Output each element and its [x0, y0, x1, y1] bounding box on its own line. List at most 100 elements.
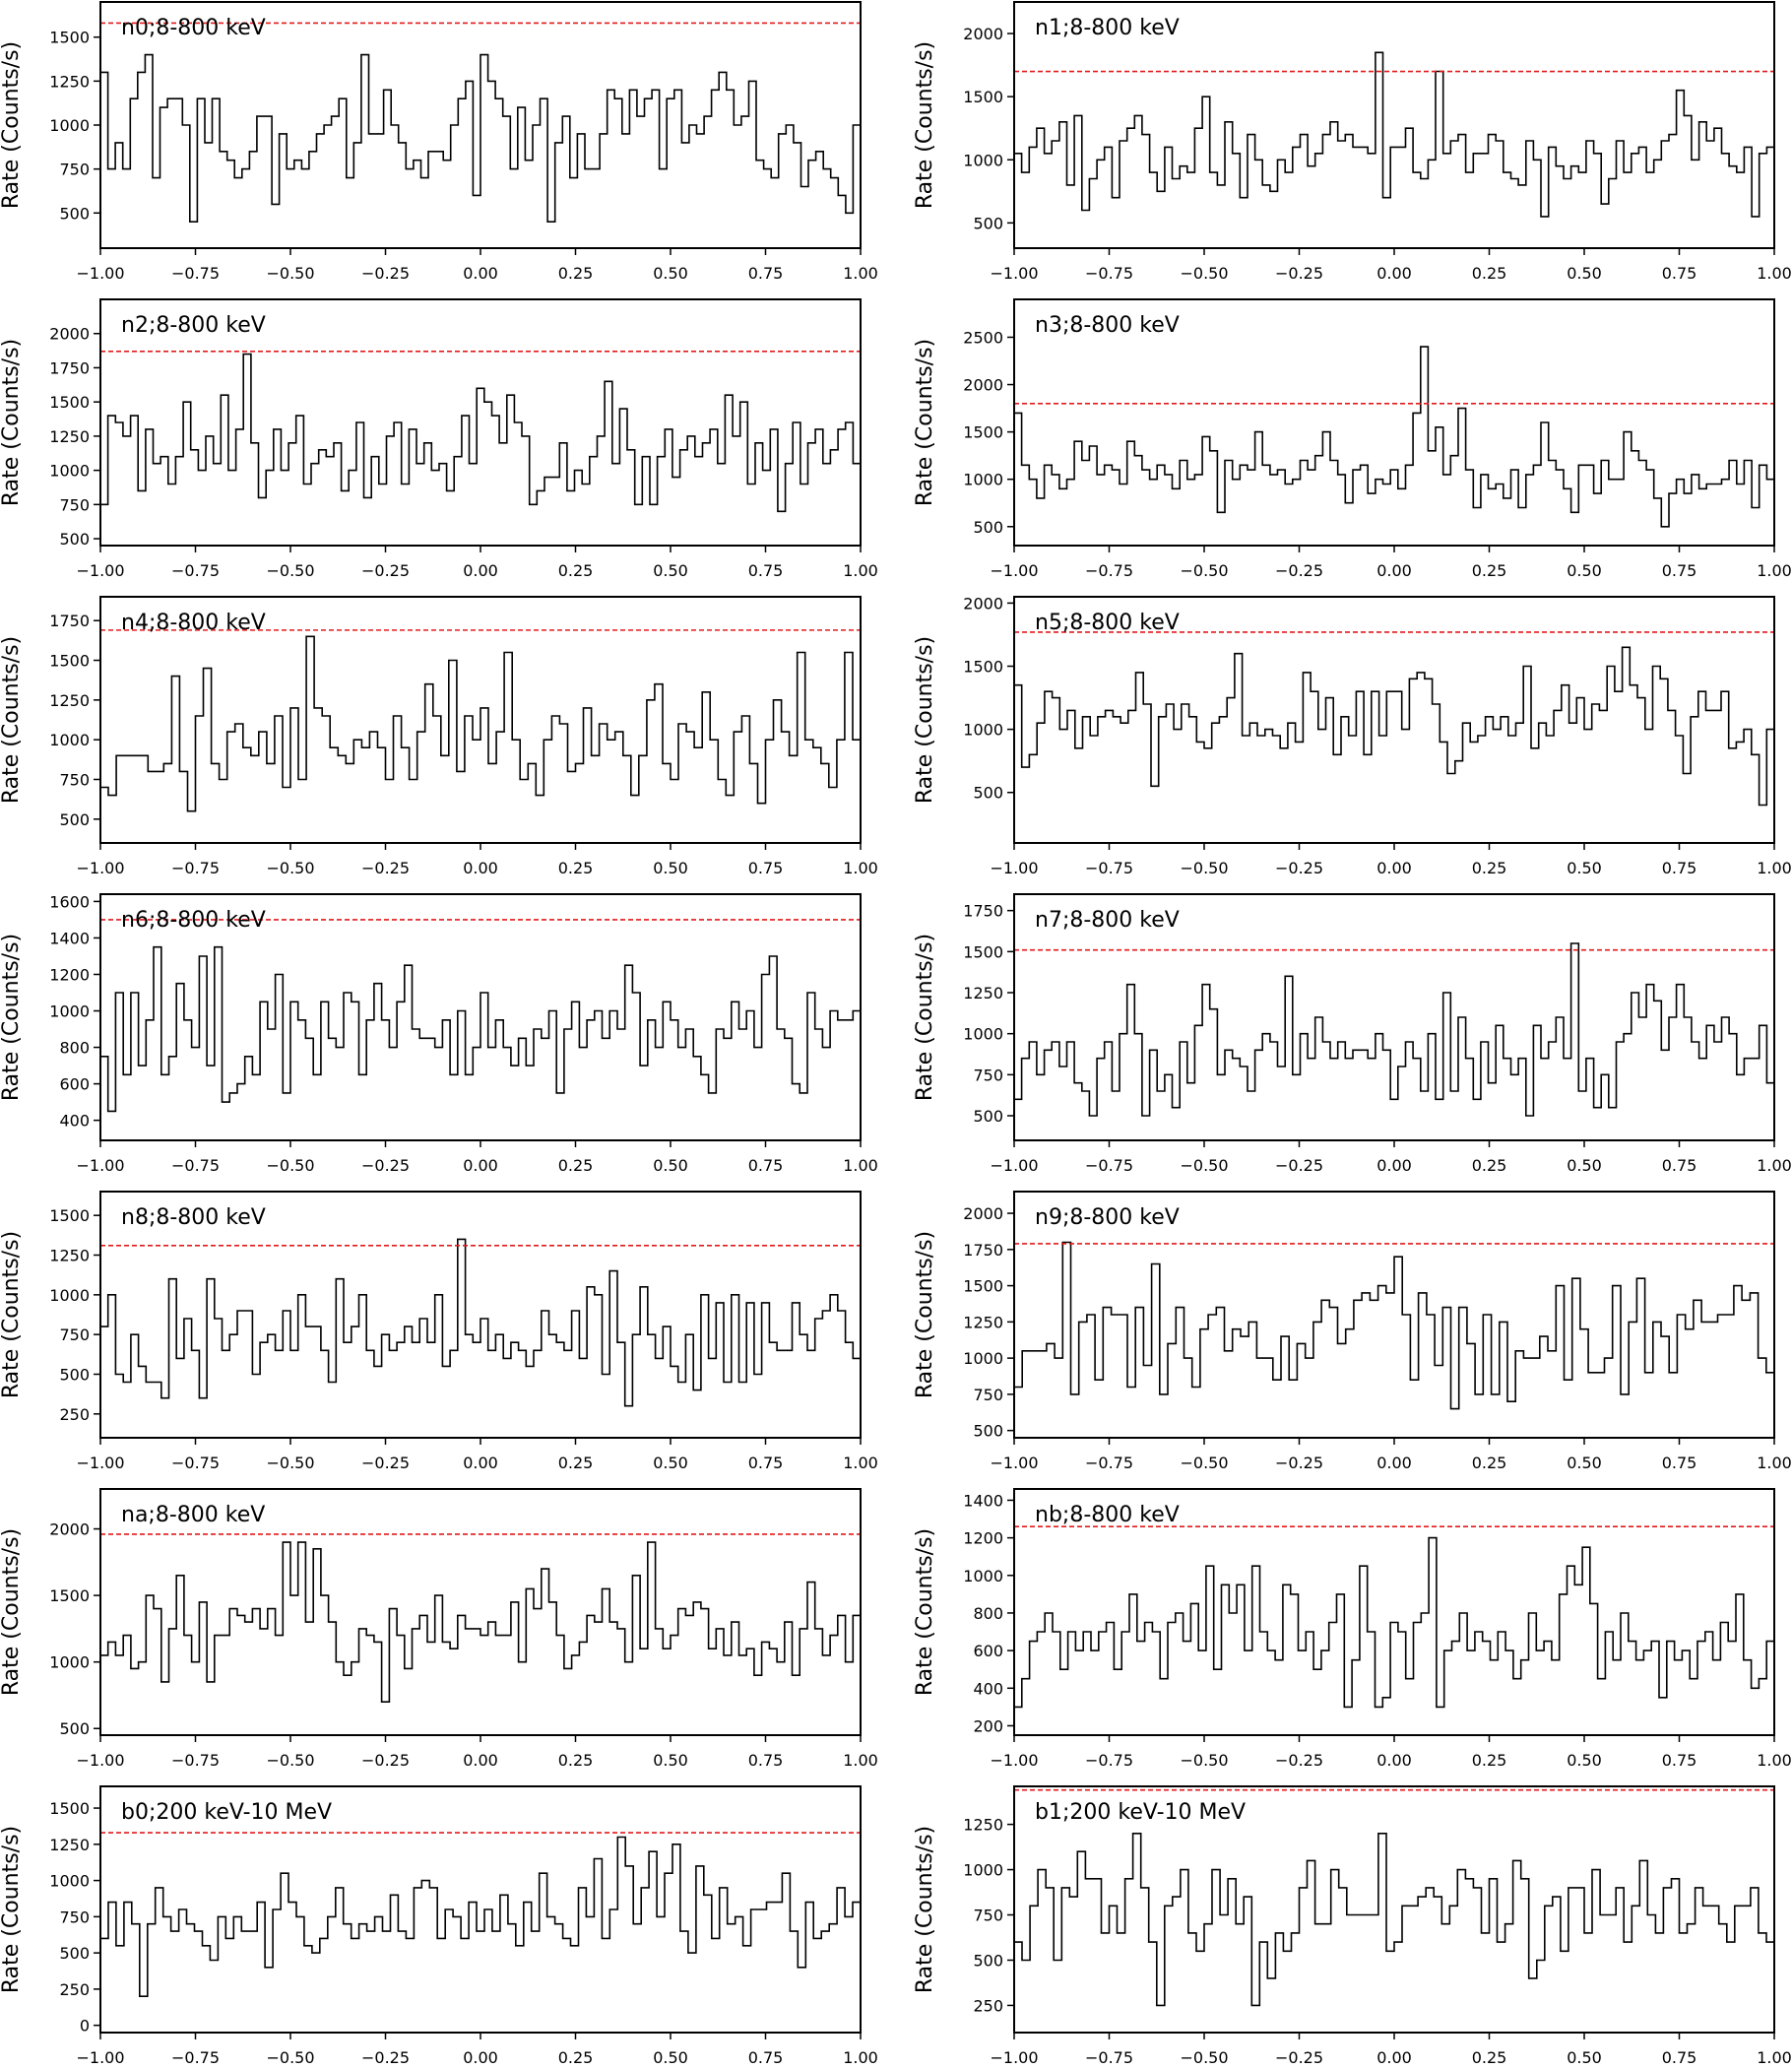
y-tick-label: 1000 [963, 721, 1003, 740]
x-tick-label: 0.75 [1662, 1454, 1697, 1472]
y-tick-label: 1000 [49, 116, 90, 135]
x-tick-label: −0.25 [1275, 561, 1323, 580]
x-tick-label: 1.00 [843, 1156, 878, 1175]
lightcurve-series [100, 353, 861, 513]
y-tick-label: 1000 [963, 471, 1003, 489]
y-tick-label: 0 [80, 2017, 90, 2036]
x-tick-label: 1.00 [843, 1751, 878, 1770]
y-axis-label: Rate (Counts/s) [0, 41, 24, 209]
x-tick-label: 0.50 [1567, 1454, 1602, 1472]
panel-11: −1.00 −0.75 −0.50 −0.25 0.00 0.25 0.50 0.75 1.00… [913, 1488, 1792, 1770]
y-tick-label: 1000 [963, 151, 1003, 169]
y-tick-label: 1500 [963, 88, 1003, 106]
x-tick-label: −0.50 [266, 1156, 314, 1175]
y-tick-label: 250 [973, 1996, 1003, 2015]
panel-label: b0;200 keV-10 MeV [121, 1800, 332, 1825]
y-tick-label: 1500 [963, 1277, 1003, 1296]
panel-label: n8;8-800 keV [121, 1205, 266, 1230]
y-tick-label: 600 [59, 1075, 90, 1094]
y-tick-label: 750 [59, 1325, 90, 1344]
y-tick-label: 1750 [963, 902, 1003, 921]
x-tick-label: −0.50 [1180, 859, 1228, 877]
x-tick-label: −1.00 [990, 1454, 1038, 1472]
x-tick-label: −0.75 [1085, 1454, 1133, 1472]
x-tick-label: 0.75 [748, 1454, 784, 1472]
x-tick-label: −0.75 [1085, 264, 1133, 283]
panel-13: −1.00 −0.75 −0.50 −0.25 0.00 0.25 0.50 0.75 1.00… [913, 1785, 1792, 2067]
y-tick-label: 500 [973, 518, 1003, 537]
y-tick-label: 250 [59, 1980, 90, 1999]
x-tick-label: 0.00 [463, 561, 498, 580]
x-tick-label: 0.75 [1662, 561, 1697, 580]
x-tick-label: 0.00 [1376, 1156, 1412, 1175]
x-tick-label: 0.75 [1662, 859, 1697, 877]
y-tick-label: 1000 [963, 1861, 1003, 1880]
y-tick-label: 750 [973, 1066, 1003, 1084]
x-tick-label: 0.25 [1472, 1454, 1507, 1472]
lightcurve-series [1014, 1833, 1774, 2007]
y-tick-label: 1600 [49, 892, 90, 911]
x-tick-label: 0.50 [653, 2048, 688, 2067]
x-tick-label: −0.25 [1275, 1454, 1323, 1472]
x-tick-label: −1.00 [990, 859, 1038, 877]
panel-label: n1;8-800 keV [1035, 16, 1180, 40]
x-tick-label: −0.50 [266, 264, 314, 283]
x-tick-label: 0.25 [1472, 561, 1507, 580]
panel-6: −1.00 −0.75 −0.50 −0.25 0.00 0.25 0.50 0.75 1.00… [0, 892, 878, 1175]
panel-label: n6;8-800 keV [121, 908, 266, 933]
x-tick-label: 0.25 [1472, 1751, 1507, 1770]
y-tick-label: 1500 [963, 942, 1003, 961]
x-tick-label: 0.00 [1376, 1454, 1412, 1472]
x-tick-label: −1.00 [990, 1751, 1038, 1770]
x-tick-label: 0.25 [558, 1454, 594, 1472]
panel-label: n4;8-800 keV [121, 611, 266, 635]
y-tick-label: 750 [59, 161, 90, 179]
y-tick-label: 1250 [49, 1836, 90, 1854]
lightcurve-series [100, 1836, 861, 1997]
lightcurve-series [100, 53, 861, 223]
x-tick-label: 0.00 [1376, 561, 1412, 580]
panel-label: n7;8-800 keV [1035, 908, 1180, 933]
y-tick-label: 800 [973, 1604, 1003, 1623]
y-axis-label: Rate (Counts/s) [0, 1826, 24, 1993]
x-tick-label: −1.00 [76, 1751, 124, 1770]
y-tick-label: 500 [973, 1107, 1003, 1126]
x-tick-label: 1.00 [1757, 859, 1792, 877]
y-tick-label: 1500 [49, 393, 90, 412]
y-tick-label: 1200 [963, 1529, 1003, 1548]
x-tick-label: −1.00 [990, 264, 1038, 283]
y-axis-label: Rate (Counts/s) [913, 339, 937, 506]
y-axis-label: Rate (Counts/s) [913, 1231, 937, 1398]
x-tick-label: −0.50 [1180, 561, 1228, 580]
x-tick-label: 0.00 [463, 859, 498, 877]
panel-10: −1.00 −0.75 −0.50 −0.25 0.00 0.25 0.50 0.75 1.00… [0, 1488, 878, 1770]
y-tick-label: 2500 [963, 328, 1003, 347]
x-tick-label: 1.00 [843, 1454, 878, 1472]
lightcurve-series [1014, 51, 1774, 218]
panel-label: n2;8-800 keV [121, 313, 266, 338]
y-tick-label: 1200 [49, 965, 90, 984]
y-axis-label: Rate (Counts/s) [0, 636, 24, 804]
y-tick-label: 400 [973, 1679, 1003, 1698]
x-tick-label: 0.25 [558, 264, 594, 283]
y-tick-label: 250 [59, 1405, 90, 1424]
y-tick-label: 1750 [49, 612, 90, 630]
x-tick-label: 0.75 [1662, 1751, 1697, 1770]
y-tick-label: 2000 [49, 325, 90, 344]
lightcurve-series [1014, 1536, 1774, 1709]
y-tick-label: 1250 [963, 1313, 1003, 1331]
y-tick-label: 750 [59, 495, 90, 514]
x-tick-label: 0.25 [558, 859, 594, 877]
x-tick-label: −0.50 [1180, 264, 1228, 283]
x-tick-label: −0.25 [361, 2048, 410, 2067]
x-tick-label: 0.50 [1567, 859, 1602, 877]
panel-1: −1.00 −0.75 −0.50 −0.25 0.00 0.25 0.50 0.75 1.00… [913, 1, 1792, 283]
x-tick-label: −0.75 [1085, 2048, 1133, 2067]
y-tick-label: 1500 [963, 658, 1003, 677]
x-tick-label: 1.00 [1757, 2048, 1792, 2067]
panel-label: n9;8-800 keV [1035, 1205, 1180, 1230]
y-tick-label: 400 [59, 1112, 90, 1131]
panel-label: n0;8-800 keV [121, 16, 266, 40]
y-tick-label: 1000 [49, 1286, 90, 1305]
lightcurve-series [100, 1238, 861, 1407]
